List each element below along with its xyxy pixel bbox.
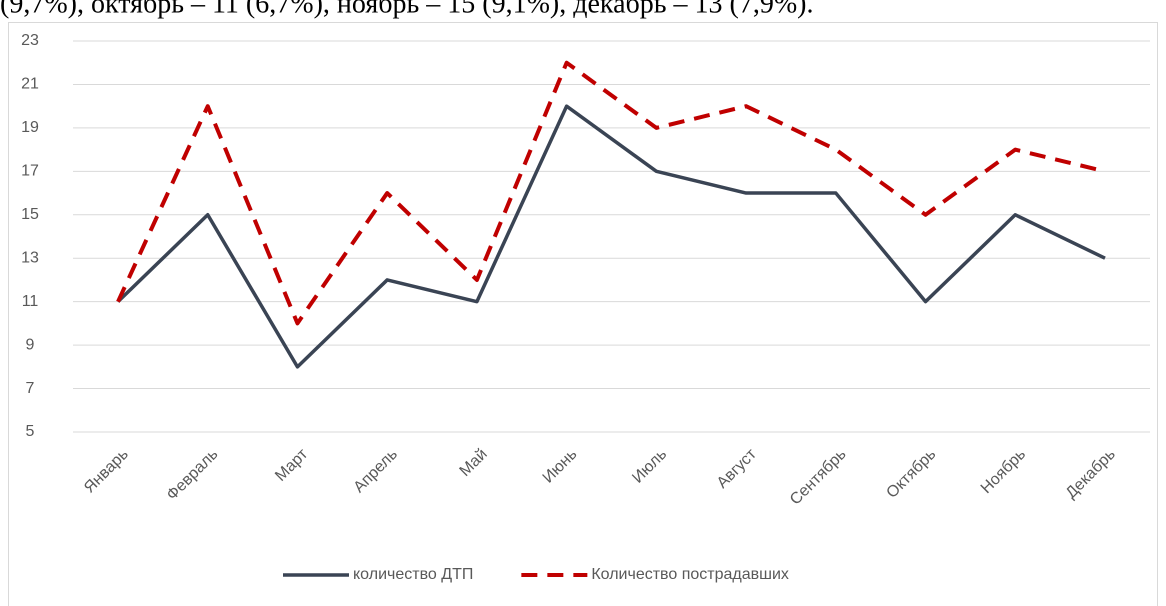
x-tick-label: Май xyxy=(457,446,491,480)
x-tick-label: Июнь xyxy=(540,446,581,487)
x-tick-label: Март xyxy=(272,445,312,485)
y-tick-label: 15 xyxy=(21,206,39,223)
x-tick-label: Июль xyxy=(629,446,670,487)
y-tick-label: 19 xyxy=(21,119,39,136)
y-tick-label: 23 xyxy=(21,32,39,49)
x-tick-label: Октябрь xyxy=(883,446,939,502)
y-tick-label: 17 xyxy=(21,163,39,180)
legend-label: Количество пострадавших xyxy=(591,566,789,583)
chart-frame xyxy=(8,22,1158,606)
y-tick-label: 7 xyxy=(26,380,35,397)
x-tick-label: Февраль xyxy=(164,446,222,504)
x-tick-label: Апрель xyxy=(351,446,401,496)
x-tick-label: Декабрь xyxy=(1063,446,1119,502)
x-tick-label: Сентябрь xyxy=(787,446,850,509)
y-tick-label: 5 xyxy=(26,423,35,440)
x-tick-label: Август xyxy=(714,445,761,492)
legend-label: количество ДТП xyxy=(353,566,473,583)
series-line xyxy=(116,60,1106,326)
y-tick-label: 21 xyxy=(21,76,39,93)
series-line xyxy=(116,104,1106,369)
x-tick-label: Ноябрь xyxy=(978,446,1029,497)
x-tick-label: Январь xyxy=(81,446,132,497)
y-tick-label: 9 xyxy=(26,336,35,353)
y-tick-label: 13 xyxy=(21,249,39,266)
y-tick-label: 11 xyxy=(22,293,39,310)
header-text: (9,7%), октябрь – 11 (6,7%), ноябрь – 15… xyxy=(0,0,814,19)
